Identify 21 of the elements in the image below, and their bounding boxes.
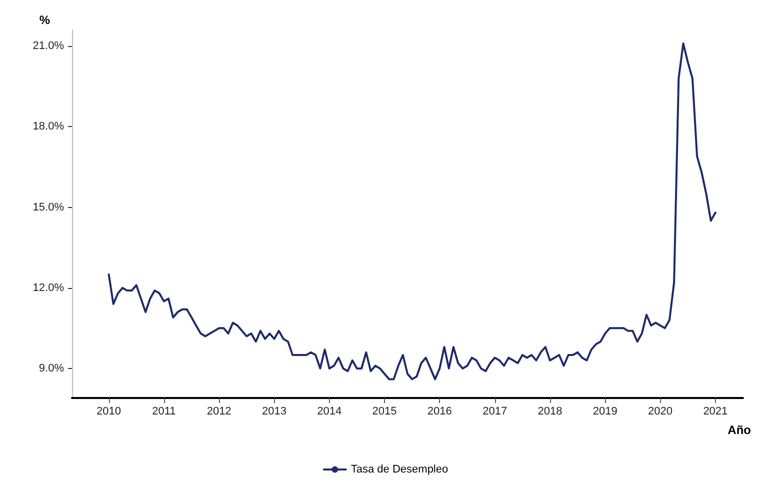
x-tick-label: 2014 [317,406,342,418]
x-tick-label: 2012 [206,406,232,418]
y-tick-label: 18.0% [32,120,64,133]
x-tick-label: 2015 [372,406,397,418]
y-tick-label: 9.0% [38,362,64,374]
line-series [108,42,716,380]
legend-label: Tasa de Desempleo [350,464,448,476]
x-tick-label: 2010 [96,406,122,418]
x-tick-label: 2017 [482,406,508,418]
x-tick-label: 2021 [703,406,728,418]
y-tick-label: 15.0% [32,201,64,214]
x-tick-label: 2018 [538,406,562,418]
x-tick-label: 2020 [648,406,673,418]
x-tick-label: 2016 [427,406,452,418]
y-tick-label: 12.0% [32,282,64,294]
x-tick-label: 2019 [592,406,618,418]
y-tick-label: 21.0% [32,40,64,52]
y-axis-title: % [39,13,50,27]
x-tick-label: 2013 [262,406,286,418]
x-axis-title: Año [728,423,751,437]
x-tick-label: 2011 [152,406,176,418]
